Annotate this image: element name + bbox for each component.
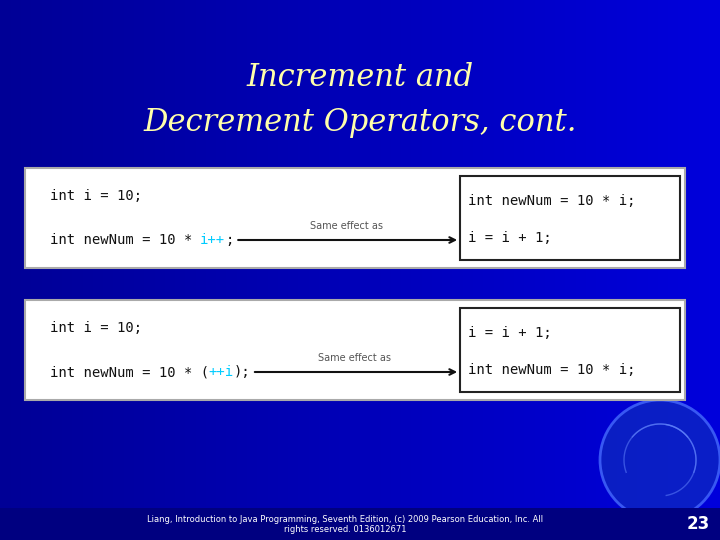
Text: Increment and: Increment and: [246, 63, 474, 93]
Text: int newNum = 10 * i;: int newNum = 10 * i;: [468, 194, 636, 208]
Bar: [0, 508, 720, 540]
Bar: [460, 308, 680, 392]
Text: int i = 10;: int i = 10;: [50, 189, 142, 203]
Text: i = i + 1;: i = i + 1;: [468, 231, 552, 245]
Bar: [25, 168, 685, 268]
Text: Liang, Introduction to Java Programming, Seventh Edition, (c) 2009 Pearson Educa: Liang, Introduction to Java Programming,…: [147, 516, 543, 524]
Text: );: );: [233, 365, 250, 379]
Text: int newNum = 10 * i;: int newNum = 10 * i;: [468, 363, 636, 377]
Text: 23: 23: [686, 515, 710, 533]
Text: i = i + 1;: i = i + 1;: [468, 326, 552, 340]
Text: Same effect as: Same effect as: [310, 221, 383, 231]
Bar: [460, 176, 680, 260]
Text: ;: ;: [225, 233, 233, 247]
Text: int newNum = 10 *: int newNum = 10 *: [50, 233, 201, 247]
Circle shape: [600, 400, 720, 520]
Text: rights reserved. 0136012671: rights reserved. 0136012671: [284, 525, 406, 535]
Text: int i = 10;: int i = 10;: [50, 321, 142, 335]
Text: int newNum = 10 * (: int newNum = 10 * (: [50, 365, 209, 379]
Text: ++i: ++i: [208, 365, 233, 379]
Text: i++: i++: [200, 233, 225, 247]
Text: Same effect as: Same effect as: [318, 353, 392, 363]
Bar: [25, 300, 685, 400]
Text: Decrement Operators, cont.: Decrement Operators, cont.: [143, 106, 577, 138]
